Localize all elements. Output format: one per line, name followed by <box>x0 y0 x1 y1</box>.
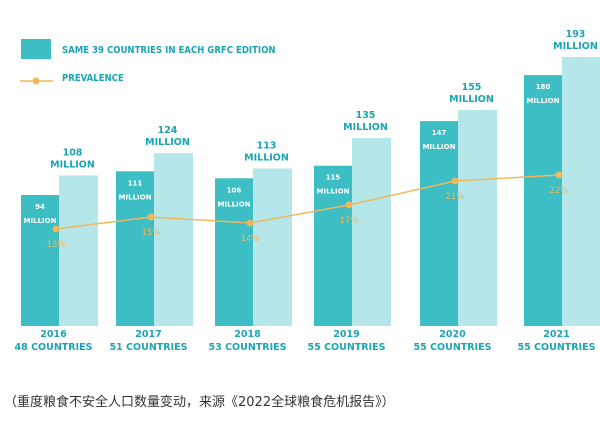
bar-light-value-2019: 135 <box>356 110 376 121</box>
bar-dark-2019 <box>314 165 352 326</box>
bar-dark-value-2018: 106 <box>227 186 242 194</box>
x-label-year-2021: 2021 <box>543 329 569 340</box>
x-label-countries-2021: 55 COUNTRIES <box>518 342 596 353</box>
bar-dark-2016 <box>21 194 59 326</box>
bar-light-value-2018: 113 <box>257 141 277 152</box>
bar-dark-unit-2017: MILLION <box>119 193 152 201</box>
bar-light-value-2020: 155 <box>462 82 482 93</box>
bar-light-unit-2021: MILLION <box>553 41 598 52</box>
bar-light-2020 <box>458 109 497 326</box>
bar-dark-unit-2018: MILLION <box>218 200 251 208</box>
bar-dark-2018 <box>215 178 253 326</box>
bar-light-value-2016: 108 <box>63 147 83 158</box>
prevalence-label-2020: 21% <box>446 192 465 202</box>
bar-light-value-2017: 124 <box>158 125 178 136</box>
bar-light-unit-2016: MILLION <box>50 159 95 170</box>
bar-dark-2017 <box>116 171 154 326</box>
x-label-countries-2020: 55 COUNTRIES <box>414 342 492 353</box>
bar-light-unit-2019: MILLION <box>343 122 388 133</box>
x-label-year-2020: 2020 <box>439 329 466 340</box>
bar-dark-value-2020: 147 <box>432 129 447 137</box>
legend-label-prevalence: PREVALENCE <box>62 73 124 84</box>
bar-dark-unit-2021: MILLION <box>527 97 560 105</box>
prevalence-point-2019 <box>345 201 353 209</box>
bar-light-2021 <box>562 57 600 326</box>
prevalence-point-2021 <box>555 171 563 179</box>
prevalence-point-2018 <box>246 219 254 227</box>
prevalence-point-2020 <box>451 177 459 185</box>
x-label-year-2016: 2016 <box>40 329 67 340</box>
x-label-countries-2018: 53 COUNTRIES <box>209 342 287 353</box>
prevalence-label-2019: 17% <box>340 216 359 226</box>
x-label-countries-2017: 51 COUNTRIES <box>110 342 188 353</box>
x-label-countries-2016: 48 COUNTRIES <box>15 342 93 353</box>
bar-light-2019 <box>352 137 391 326</box>
legend-label-bar: SAME 39 COUNTRIES IN EACH GRFC EDITION <box>62 45 276 56</box>
bar-light-2016 <box>59 175 98 326</box>
bar-dark-unit-2019: MILLION <box>317 188 350 196</box>
chart-caption: （重度粮食不安全人口数量变动，来源《2022全球粮食危机报告》） <box>4 395 395 410</box>
bar-light-2018 <box>253 168 292 326</box>
bar-dark-value-2021: 180 <box>536 83 551 91</box>
bar-dark-value-2016: 94 <box>35 203 45 211</box>
bar-dark-value-2017: 111 <box>128 179 143 187</box>
prevalence-label-2021: 22% <box>550 186 569 196</box>
prevalence-label-2018: 14% <box>241 234 260 244</box>
bar-light-2017 <box>154 153 193 326</box>
x-label-year-2018: 2018 <box>234 329 261 340</box>
bar-light-value-2021: 193 <box>566 29 586 40</box>
bar-light-unit-2018: MILLION <box>244 153 289 164</box>
x-label-countries-2019: 55 COUNTRIES <box>308 342 386 353</box>
legend-line-marker <box>32 77 40 85</box>
x-label-year-2017: 2017 <box>135 329 161 340</box>
prevalence-point-2016 <box>52 225 60 233</box>
bar-dark-2021 <box>524 75 562 326</box>
prevalence-point-2017 <box>147 213 155 221</box>
prevalence-label-2017: 15% <box>142 228 161 238</box>
prevalence-line <box>55 174 560 230</box>
x-label-year-2019: 2019 <box>333 329 359 340</box>
bar-dark-2020 <box>420 121 458 327</box>
prevalence-label-2016: 13% <box>47 240 66 250</box>
bar-dark-unit-2020: MILLION <box>423 143 456 151</box>
bar-light-unit-2020: MILLION <box>449 94 494 105</box>
legend-swatch-bar <box>21 39 51 59</box>
bar-light-unit-2017: MILLION <box>145 137 190 148</box>
bar-dark-unit-2016: MILLION <box>24 217 57 225</box>
bar-dark-value-2019: 115 <box>326 174 341 182</box>
